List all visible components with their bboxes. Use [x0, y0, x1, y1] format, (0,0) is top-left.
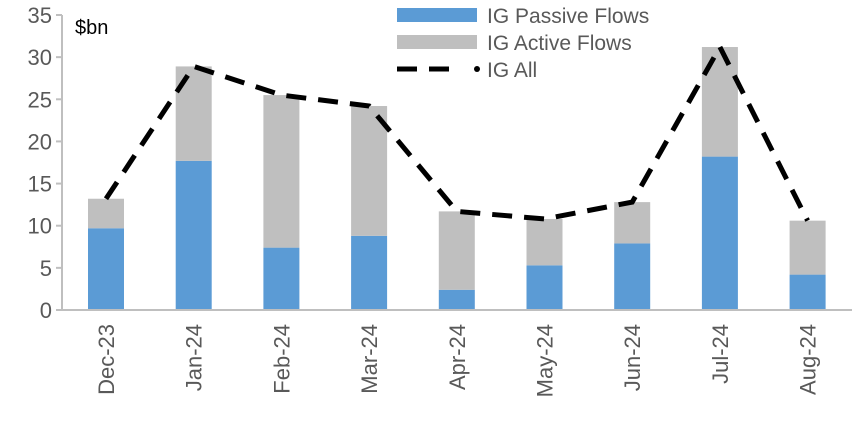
bar-ig-passive-flows — [526, 265, 563, 310]
bar-ig-passive-flows — [88, 228, 124, 310]
bar-ig-passive-flows — [175, 160, 212, 310]
bar-ig-passive-flows — [438, 289, 475, 310]
y-tick-label: 30 — [28, 45, 52, 70]
y-tick-label: 15 — [28, 172, 52, 197]
x-tick-label: Dec-23 — [94, 324, 119, 395]
x-tick-label: Aug-24 — [796, 324, 821, 395]
bar-ig-active-flows — [88, 198, 124, 229]
legend-swatch — [397, 8, 477, 22]
x-tick-label: May-24 — [533, 324, 558, 397]
bar-ig-active-flows — [701, 47, 738, 157]
legend-swatch-dot — [474, 66, 480, 72]
bar-ig-active-flows — [789, 220, 826, 275]
y-tick-label: 25 — [28, 87, 52, 112]
bars — [88, 47, 826, 310]
unit-label: $bn — [75, 17, 108, 39]
bar-ig-active-flows — [614, 202, 651, 244]
y-tick-label: 0 — [40, 298, 52, 323]
y-axis: 0 5 10 15 20 25 30 35 — [28, 3, 63, 323]
bar-ig-active-flows — [526, 218, 563, 266]
x-tick-label: Mar-24 — [357, 324, 382, 394]
bar-ig-passive-flows — [789, 274, 826, 310]
bar-ig-passive-flows — [701, 156, 738, 310]
legend-label: IG Active Flows — [487, 32, 632, 55]
x-tick-label: Feb-24 — [269, 324, 294, 394]
y-tick-label: 10 — [28, 214, 52, 239]
bar-ig-passive-flows — [614, 243, 651, 310]
bar-ig-passive-flows — [263, 247, 300, 310]
legend-label: IG All — [487, 59, 537, 82]
x-tick-label: Apr-24 — [445, 324, 470, 390]
bar-ig-active-flows — [438, 211, 475, 290]
legend: IG Passive Flows IG Active Flows IG All — [397, 5, 649, 82]
x-tick-label: Jun-24 — [620, 324, 645, 391]
x-tick-label: Jul-24 — [708, 324, 733, 384]
bar-ig-active-flows — [263, 95, 300, 248]
bar-ig-passive-flows — [351, 235, 388, 310]
ig-all-line-path — [103, 41, 810, 222]
x-axis: Dec-23 Jan-24 Feb-24 Mar-24 Apr-24 May-24 Jun-… — [62, 309, 852, 397]
x-tick-label: Jan-24 — [182, 324, 207, 391]
legend-swatch — [397, 35, 477, 49]
y-tick-label: 35 — [28, 3, 52, 28]
bar-ig-active-flows — [175, 66, 212, 161]
legend-label: IG Passive Flows — [487, 5, 649, 28]
y-tick-label: 5 — [40, 256, 52, 281]
y-tick-label: 20 — [28, 129, 52, 154]
ig-all-line — [103, 41, 810, 222]
bar-ig-active-flows — [351, 106, 388, 236]
